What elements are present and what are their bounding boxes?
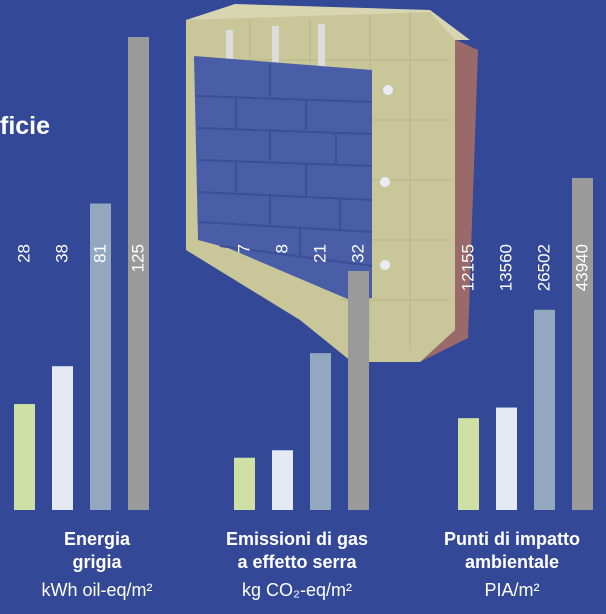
value-label-energy-3: 81 xyxy=(91,244,110,263)
value-label-impact-2: 13560 xyxy=(497,244,516,291)
caption-title-line-2: ambientale xyxy=(464,552,560,572)
value-label-impact-3: 26502 xyxy=(535,244,554,291)
value-label-impact-4: 43940 xyxy=(573,244,592,291)
value-label-energy-2: 38 xyxy=(53,244,72,263)
caption-title-line-1: Emissioni di gas xyxy=(225,529,369,549)
wall-rails xyxy=(226,24,325,70)
bar-emissions-2 xyxy=(272,450,293,510)
caption-title-line-2: a effetto serra xyxy=(237,552,357,572)
chart-caption-energy: Energia grigia kWh oil-eq/m² xyxy=(0,528,197,602)
bar-charts: 28 38 81 125 7 8 21 32 12155 13560 26502 43940 xyxy=(14,37,593,510)
bar-emissions-1 xyxy=(234,457,255,510)
value-label-energy-4: 125 xyxy=(129,244,148,272)
section-heading: ficie xyxy=(0,112,51,140)
bar-energy-3 xyxy=(90,203,111,510)
bar-impact-2 xyxy=(496,407,517,510)
value-label-emissions-3: 21 xyxy=(311,244,330,263)
wall-insulation-top xyxy=(186,4,470,40)
caption-unit: kg CO₂-eq/m² xyxy=(241,580,352,600)
bar-impact-1 xyxy=(458,418,479,510)
bar-chart-emissions: 7 8 21 32 xyxy=(234,244,369,510)
wall-cladding-joints xyxy=(195,64,373,267)
wall-cladding xyxy=(194,56,372,300)
bar-energy-4 xyxy=(128,37,149,510)
caption-title-line-2: grigia xyxy=(72,552,122,572)
value-label-emissions-1: 7 xyxy=(235,244,254,253)
caption-title-line-1: Punti di impatto xyxy=(444,529,580,549)
bar-energy-2 xyxy=(52,366,73,510)
chart-caption-impact: Punti di impatto ambientale PIA/m² xyxy=(417,528,606,602)
bar-impact-4 xyxy=(572,178,593,510)
bar-chart-impact: 12155 13560 26502 43940 xyxy=(458,178,593,510)
value-label-emissions-4: 32 xyxy=(349,244,368,263)
chart-caption-emissions: Emissioni di gas a effetto serra kg CO₂-… xyxy=(197,528,397,602)
bar-energy-1 xyxy=(14,404,35,510)
bar-emissions-3 xyxy=(310,353,331,510)
value-label-energy-1: 28 xyxy=(15,244,34,263)
facade-insulation-illustration xyxy=(186,4,478,362)
bar-impact-3 xyxy=(534,309,555,510)
bar-chart-energy: 28 38 81 125 xyxy=(14,37,149,510)
value-label-impact-1: 12155 xyxy=(459,244,478,291)
caption-unit: PIA/m² xyxy=(484,580,540,600)
caption-unit: kWh oil-eq/m² xyxy=(41,580,153,600)
bar-emissions-4 xyxy=(348,271,369,510)
caption-title-line-1: Energia xyxy=(63,529,131,549)
value-label-emissions-2: 8 xyxy=(273,244,292,253)
